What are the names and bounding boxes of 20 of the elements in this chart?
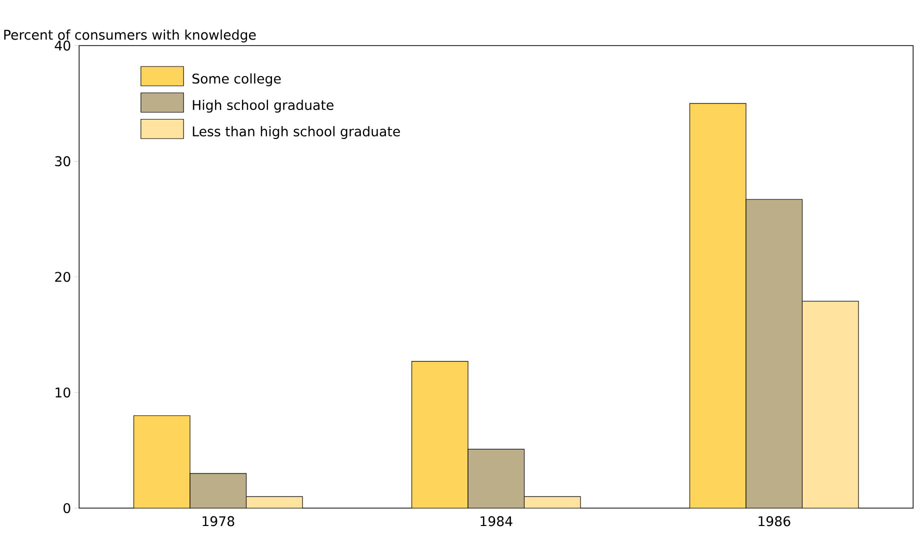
bar bbox=[524, 496, 581, 508]
bar bbox=[411, 361, 468, 508]
bar bbox=[133, 415, 190, 508]
y-tick-label: 0 bbox=[64, 503, 70, 514]
bar bbox=[746, 199, 803, 508]
legend-label: High school graduate bbox=[192, 100, 334, 113]
bar bbox=[468, 448, 525, 508]
bar bbox=[190, 473, 247, 508]
bar bbox=[689, 103, 746, 508]
x-tick-label: 1978 bbox=[202, 516, 234, 526]
bar bbox=[246, 496, 303, 508]
y-tick-label: 20 bbox=[55, 272, 70, 282]
y-tick-label: 10 bbox=[56, 387, 70, 398]
x-tick-label: 1986 bbox=[758, 516, 790, 526]
legend-label: Some college bbox=[192, 73, 281, 86]
y-tick-label: 40 bbox=[54, 40, 70, 51]
x-tick-label: 1984 bbox=[480, 516, 512, 526]
bar bbox=[802, 300, 859, 508]
y-tick-label: 30 bbox=[55, 156, 70, 166]
legend-label: Less than high school graduate bbox=[192, 126, 400, 140]
